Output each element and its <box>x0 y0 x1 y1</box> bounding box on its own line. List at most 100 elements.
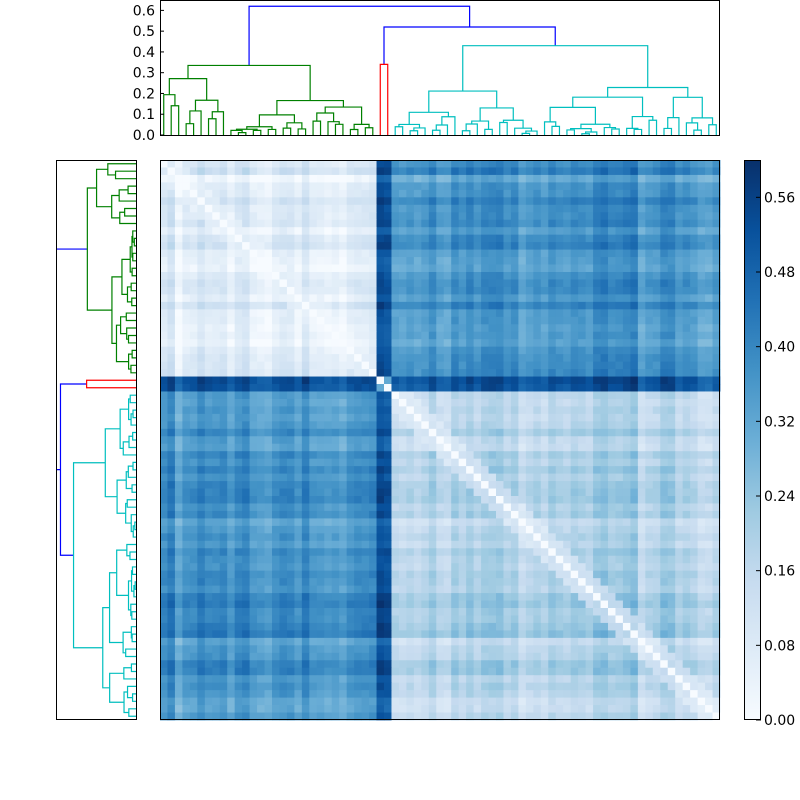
heatmap-cell <box>570 204 579 213</box>
heatmap-cell <box>384 354 392 362</box>
heatmap-cell <box>630 346 639 355</box>
heatmap-cell <box>174 428 183 437</box>
heatmap-cell <box>331 451 340 460</box>
heatmap-cell <box>436 563 445 572</box>
heatmap-cell <box>197 510 206 519</box>
heatmap-cell <box>421 272 430 280</box>
heatmap-cell <box>391 197 400 206</box>
heatmap-cell <box>227 294 236 303</box>
heatmap-cell <box>361 428 370 437</box>
heatmap-cell <box>600 488 609 497</box>
heatmap-cell <box>585 451 594 460</box>
heatmap-cell <box>294 272 303 280</box>
heatmap-cell <box>234 309 243 318</box>
heatmap-cell <box>167 339 176 348</box>
heatmap-cell <box>600 160 609 168</box>
heatmap-cell <box>525 204 534 213</box>
heatmap-cell <box>578 503 586 512</box>
heatmap-cell <box>242 413 250 422</box>
heatmap-cell <box>197 272 206 280</box>
heatmap-cell <box>697 413 706 422</box>
heatmap-cell <box>578 294 586 303</box>
heatmap-cell <box>675 189 684 198</box>
dendrogram-link <box>252 129 262 135</box>
heatmap-cell <box>398 413 407 422</box>
heatmap-cell <box>294 533 303 542</box>
dendrogram-link <box>131 611 136 620</box>
heatmap-cell <box>369 622 377 631</box>
heatmap-cell <box>637 398 646 407</box>
heatmap-cell <box>593 361 601 370</box>
heatmap-cell <box>160 391 168 400</box>
heatmap-cell <box>301 503 310 512</box>
heatmap-cell <box>563 339 572 348</box>
heatmap-cell <box>294 242 303 250</box>
heatmap-cell <box>234 548 243 557</box>
heatmap-cell <box>197 503 206 512</box>
heatmap-cell <box>615 264 624 273</box>
heatmap-cell <box>705 204 713 213</box>
heatmap-cell <box>160 279 168 288</box>
heatmap-cell <box>466 608 474 616</box>
heatmap-cell <box>369 481 377 489</box>
heatmap-cell <box>570 570 579 579</box>
heatmap-cell <box>548 585 557 594</box>
dendrogram-link <box>127 334 136 344</box>
heatmap-cell <box>160 160 168 168</box>
heatmap-cell <box>413 585 422 594</box>
heatmap-cell <box>466 279 474 288</box>
dendrogram-link <box>185 123 195 135</box>
heatmap-cell <box>160 443 168 452</box>
dendrogram-link <box>126 543 136 557</box>
heatmap-cell <box>585 540 594 549</box>
heatmap-cell <box>354 272 362 280</box>
heatmap-cell <box>548 279 557 288</box>
heatmap-cell <box>384 443 392 452</box>
heatmap-cell <box>615 279 624 288</box>
heatmap-cell <box>503 398 512 407</box>
heatmap-cell <box>406 354 415 362</box>
heatmap-cell <box>630 458 639 467</box>
heatmap-cell <box>301 443 310 452</box>
heatmap-cell <box>682 466 691 474</box>
heatmap-cell <box>451 286 460 295</box>
heatmap-cell <box>443 563 452 572</box>
heatmap-cell <box>376 234 385 243</box>
heatmap-cell <box>697 548 706 557</box>
heatmap-cell <box>346 406 355 415</box>
heatmap-cell <box>197 451 206 460</box>
heatmap-cell <box>578 406 586 415</box>
heatmap-cell <box>354 525 362 534</box>
heatmap-cell <box>204 555 213 564</box>
heatmap-cell <box>443 369 452 377</box>
heatmap-cell <box>189 249 198 258</box>
heatmap-cell <box>406 570 415 579</box>
heatmap-cell <box>690 436 698 445</box>
heatmap-cell <box>219 615 228 624</box>
heatmap-cell <box>279 249 288 258</box>
heatmap-cell <box>510 257 519 265</box>
heatmap-cell <box>257 458 265 467</box>
heatmap-cell <box>309 234 318 243</box>
heatmap-cell <box>436 503 445 512</box>
heatmap-cell <box>697 324 706 333</box>
heatmap-cell <box>369 167 377 176</box>
heatmap-cell <box>361 570 370 579</box>
heatmap-cell <box>712 264 721 273</box>
heatmap-cell <box>563 428 572 437</box>
heatmap-cell <box>518 622 527 631</box>
heatmap-cell <box>622 264 631 273</box>
heatmap-cell <box>339 503 348 512</box>
heatmap-cell <box>398 286 407 295</box>
heatmap-cell <box>316 451 325 460</box>
heatmap-cell <box>346 361 355 370</box>
heatmap-cell <box>160 496 168 504</box>
heatmap-cell <box>690 481 698 489</box>
heatmap-cell <box>667 167 676 176</box>
heatmap-cell <box>600 234 609 243</box>
heatmap-cell <box>533 361 542 370</box>
heatmap-cell <box>219 600 228 609</box>
heatmap-cell <box>503 593 512 601</box>
heatmap-cell <box>369 406 377 415</box>
heatmap-cell <box>421 540 430 549</box>
